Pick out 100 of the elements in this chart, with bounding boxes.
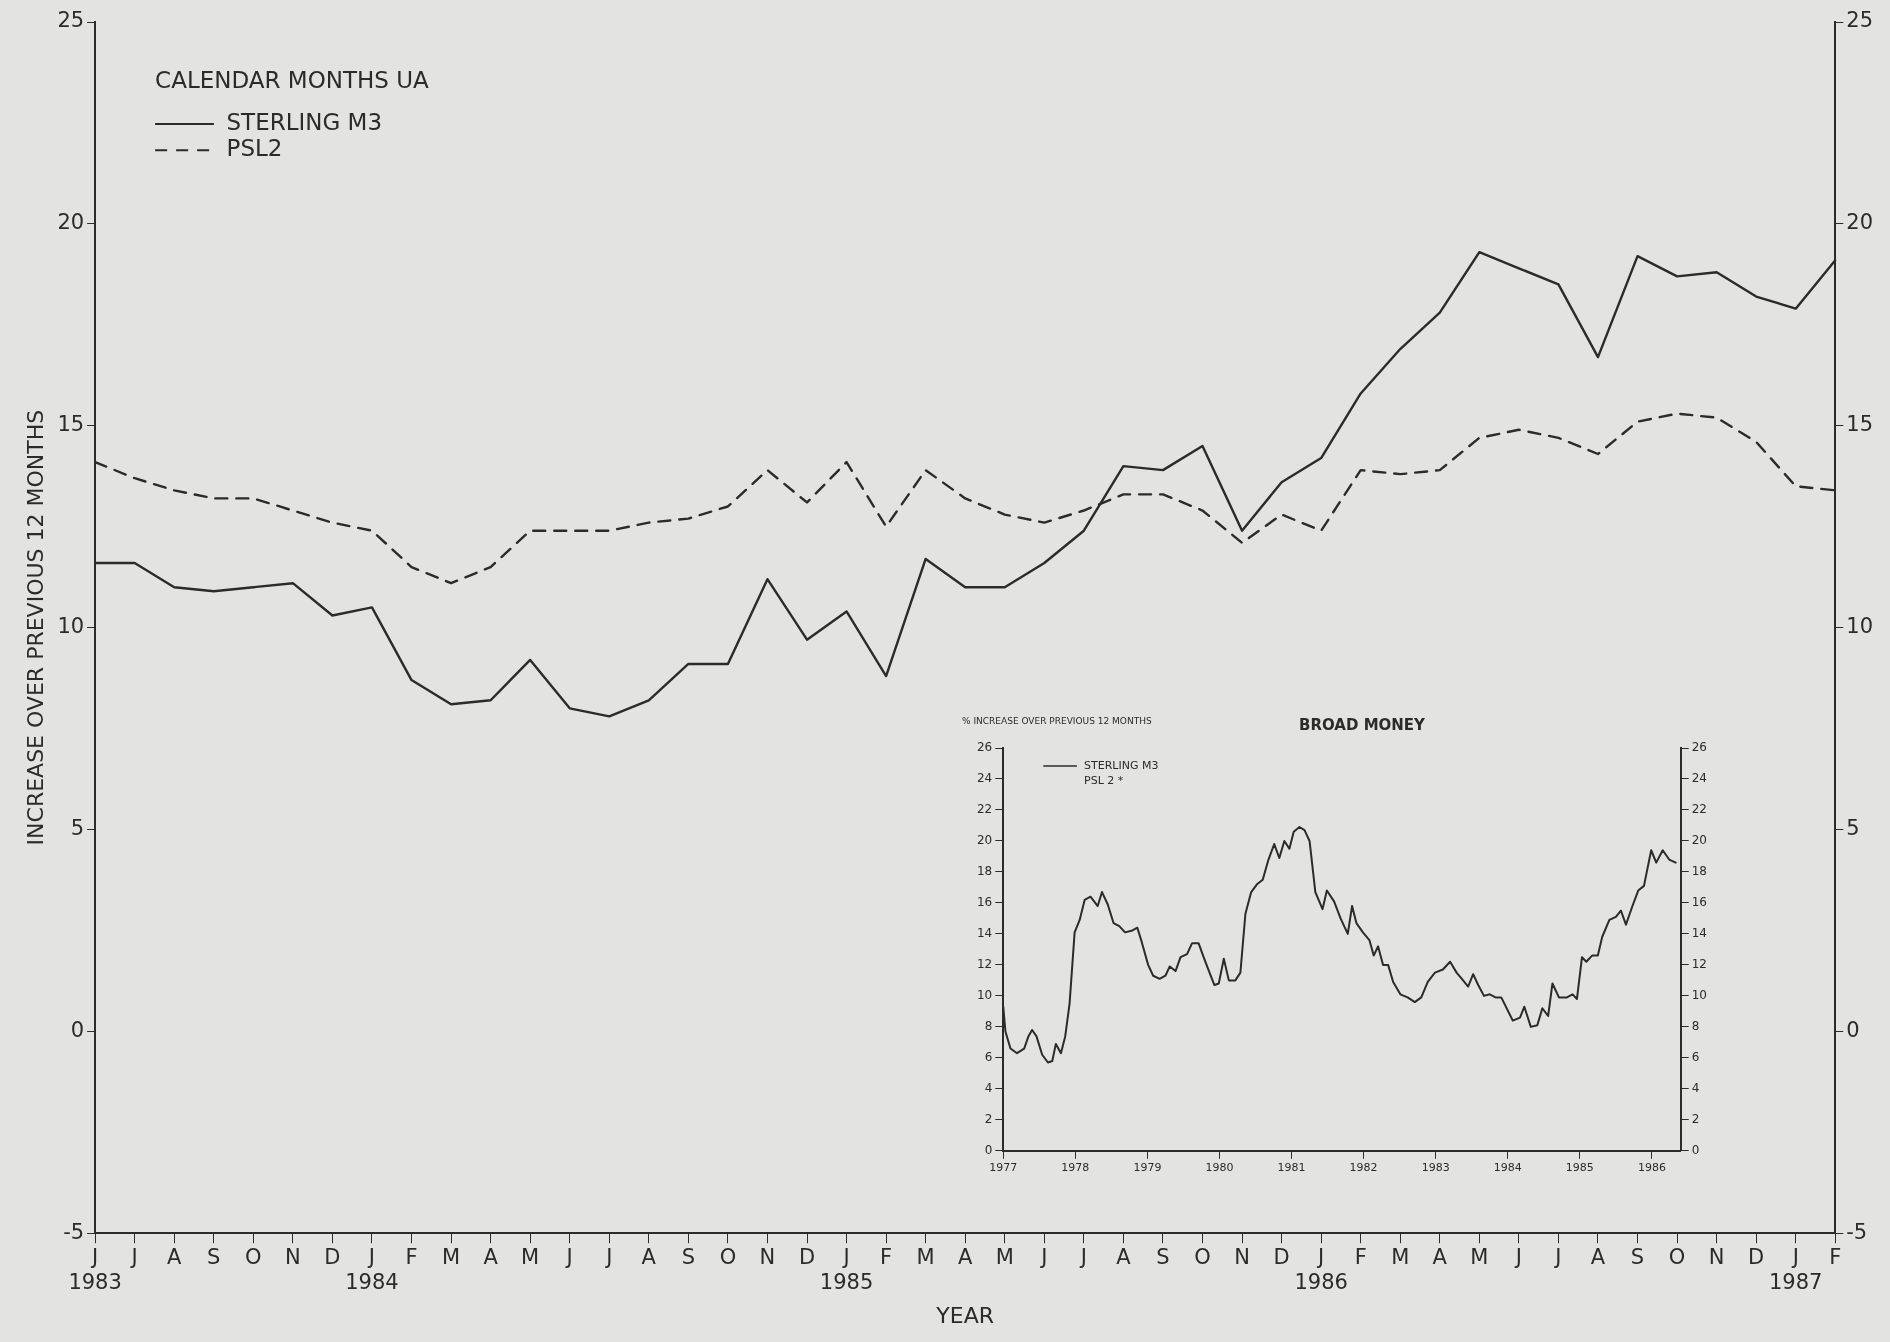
y-tick-label: 6 [984,1049,993,1064]
x-tick-label: A [958,1245,974,1270]
x-axis-title: YEAR [935,1302,995,1328]
y-axis-title: INCREASE OVER PREVIOUS 12 MONTHS [22,409,48,846]
x-tick-label: J [564,1245,573,1270]
y2-tick-label: 0 [1846,1017,1860,1042]
y2-tick-label: 25 [1846,8,1874,33]
y-tick-label: 4 [984,1080,993,1095]
x-tick-label: A [167,1245,183,1270]
x-tick-label: J 1984 [345,1245,399,1295]
y-tick-label: 25 [57,8,85,33]
y2-tick-label: 26 [1691,740,1708,755]
y-tick-label: 10 [976,988,993,1002]
x-tick-label: F [405,1245,418,1270]
y2-tick-label: -5 [1846,1219,1868,1244]
y2-tick-label: 20 [1691,833,1708,848]
x-tick-label: 1977 [989,1161,1018,1175]
y-tick-label: 10 [57,614,85,639]
x-tick-label: 1985 [1565,1161,1594,1175]
x-tick-label: M [995,1245,1014,1270]
y2-tick-label: 10 [1691,988,1708,1002]
y2-tick-label: 20 [1846,210,1874,235]
y2-tick-label: 15 [1846,412,1874,437]
x-tick-label: M [916,1245,935,1270]
x-tick-label: A [1590,1245,1606,1270]
y-tick-label: 2 [984,1111,993,1126]
x-tick-label: 1983 [1421,1161,1450,1175]
x-tick-label: J [1078,1245,1087,1270]
x-tick-label: N [759,1245,776,1270]
x-tick-label: N [1234,1245,1250,1270]
y-tick-label: 16 [976,895,993,910]
y2-tick-label: 8 [1691,1018,1700,1033]
y2-tick-label: 2 [1691,1111,1700,1126]
x-tick-label: 1978 [1061,1161,1090,1175]
x-tick-label: J 1986 [1294,1245,1348,1295]
x-tick-label: D [1748,1245,1765,1270]
x-tick-label: J 1983 [68,1245,122,1295]
x-tick-label: S [1156,1245,1170,1270]
y-tick-label: 0 [70,1017,85,1042]
x-tick-label: S [207,1245,221,1270]
x-tick-label: A [1432,1245,1448,1270]
x-tick-label: 1982 [1349,1161,1378,1175]
x-tick-label: J [129,1245,138,1270]
x-tick-label: S [681,1245,696,1270]
y-tick-label: 20 [57,210,85,235]
y2-tick-label: 18 [1691,864,1708,879]
x-tick-label: 1981 [1277,1161,1306,1175]
y2-tick-label: 24 [1691,771,1708,786]
x-tick-label: 1986 [1637,1161,1666,1175]
y2-tick-label: 12 [1691,957,1708,972]
x-tick-label: 1984 [1493,1161,1522,1175]
y2-tick-label: 5 [1846,815,1860,840]
x-tick-label: A [1116,1245,1132,1270]
y2-tick-label: 0 [1691,1142,1700,1157]
x-tick-label: 1980 [1205,1161,1234,1175]
x-tick-label: F [1829,1245,1842,1270]
legend-label: STERLING M3 [226,108,383,135]
x-tick-label: S [1630,1245,1645,1270]
x-tick-label: A [483,1245,499,1270]
x-tick-label: M [442,1245,461,1270]
y2-tick-label: 22 [1691,802,1708,817]
x-tick-label: O [1194,1245,1211,1270]
x-tick-label: D [324,1245,341,1270]
x-tick-label: M [521,1245,540,1270]
x-tick-label: 1979 [1133,1161,1162,1175]
x-tick-label: A [641,1245,657,1270]
y-tick-label: 20 [976,833,993,848]
y2-tick-label: 14 [1691,926,1708,941]
y2-tick-label: 16 [1691,895,1708,910]
x-tick-label: J 1987 [1769,1245,1823,1295]
x-tick-label: F [880,1245,893,1270]
x-tick-label: O [1668,1245,1686,1270]
x-tick-label: D [1273,1245,1290,1270]
y-tick-label: 26 [976,740,993,755]
y-tick-label: -5 [63,1219,85,1244]
y2-tick-label: 10 [1846,614,1874,639]
chart-title: BROAD MONEY [1299,715,1427,734]
y-tick-label: 12 [976,957,993,972]
x-tick-label: M [1391,1245,1410,1270]
x-tick-label: J [1553,1245,1562,1270]
x-tick-label: J [1039,1245,1048,1270]
y-tick-label: 18 [976,864,993,879]
x-tick-label: O [719,1245,737,1270]
x-tick-label: N [285,1245,301,1270]
y-tick-label: 15 [57,412,85,437]
x-tick-label: M [1470,1245,1489,1270]
x-tick-label: F [1354,1245,1367,1270]
y2-tick-label: 6 [1691,1049,1700,1064]
x-tick-label: N [1708,1245,1725,1270]
x-tick-label: J [1513,1245,1522,1270]
y-tick-label: 22 [976,802,993,817]
x-tick-label: O [245,1245,262,1270]
x-tick-label: J 1985 [819,1245,874,1295]
annotation: PSL 2 * [1084,773,1124,787]
legend-label: STERLING M3 [1084,758,1159,772]
legend-label: PSL2 [226,135,283,162]
x-tick-label: D [798,1245,816,1270]
y2-tick-label: 4 [1691,1080,1700,1095]
y-tick-label: 5 [70,815,85,840]
y-tick-label: 8 [984,1018,993,1033]
